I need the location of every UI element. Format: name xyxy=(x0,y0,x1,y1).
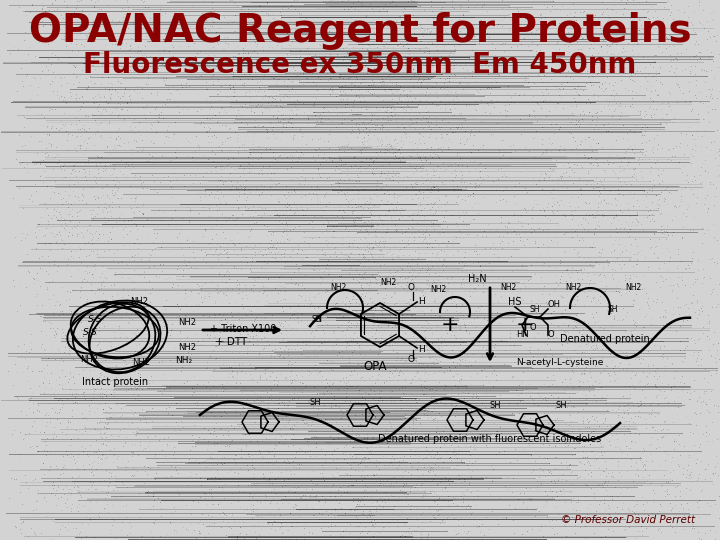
Text: SH: SH xyxy=(312,315,323,324)
Text: OH: OH xyxy=(548,300,561,309)
Text: NH2: NH2 xyxy=(80,355,98,364)
Text: S-S: S-S xyxy=(83,328,98,337)
Text: O: O xyxy=(408,283,415,292)
Text: NH2: NH2 xyxy=(178,318,196,327)
Text: NH2: NH2 xyxy=(330,283,346,292)
Text: HN: HN xyxy=(516,330,528,339)
Text: O: O xyxy=(548,330,554,339)
Text: NH2: NH2 xyxy=(380,278,396,287)
Text: HS: HS xyxy=(508,297,521,307)
Text: H₂N: H₂N xyxy=(468,274,487,284)
Text: + Triton-X100: + Triton-X100 xyxy=(210,324,276,334)
Text: SI: SI xyxy=(315,315,322,324)
Text: Fluorescence ex 350nm  Em 450nm: Fluorescence ex 350nm Em 450nm xyxy=(84,51,636,79)
Text: NH2: NH2 xyxy=(178,343,196,352)
Text: NH2: NH2 xyxy=(500,283,516,292)
Text: H: H xyxy=(418,296,425,306)
Text: +: + xyxy=(516,315,534,335)
Text: +: + xyxy=(441,315,459,335)
Text: SH: SH xyxy=(608,305,618,314)
Text: NH2: NH2 xyxy=(430,285,446,294)
Text: N-acetyl-L-cysteine: N-acetyl-L-cysteine xyxy=(516,358,603,367)
Text: NH2: NH2 xyxy=(565,283,581,292)
Text: NH2: NH2 xyxy=(625,283,642,292)
Text: SH: SH xyxy=(310,398,322,407)
Text: OPA/NAC Reagent for Proteins: OPA/NAC Reagent for Proteins xyxy=(29,12,691,50)
Text: Denatured protein: Denatured protein xyxy=(560,334,649,344)
Text: NH2: NH2 xyxy=(132,358,150,367)
Text: SH: SH xyxy=(555,401,567,410)
Text: Denatured protein with fluorescent isoindoles: Denatured protein with fluorescent isoin… xyxy=(379,434,602,444)
Text: H: H xyxy=(418,345,425,354)
Text: O: O xyxy=(408,355,415,364)
Text: OPA: OPA xyxy=(364,360,387,373)
Text: Intact protein: Intact protein xyxy=(82,377,148,387)
Text: SH: SH xyxy=(530,305,541,314)
Text: S-S: S-S xyxy=(88,315,103,324)
Text: + DTT: + DTT xyxy=(215,337,247,347)
Text: NH2: NH2 xyxy=(130,297,148,306)
Text: O: O xyxy=(530,323,536,332)
Text: NH₂: NH₂ xyxy=(175,356,192,365)
Text: SH: SH xyxy=(490,401,502,410)
Text: © Professor David Perrett: © Professor David Perrett xyxy=(561,515,695,525)
